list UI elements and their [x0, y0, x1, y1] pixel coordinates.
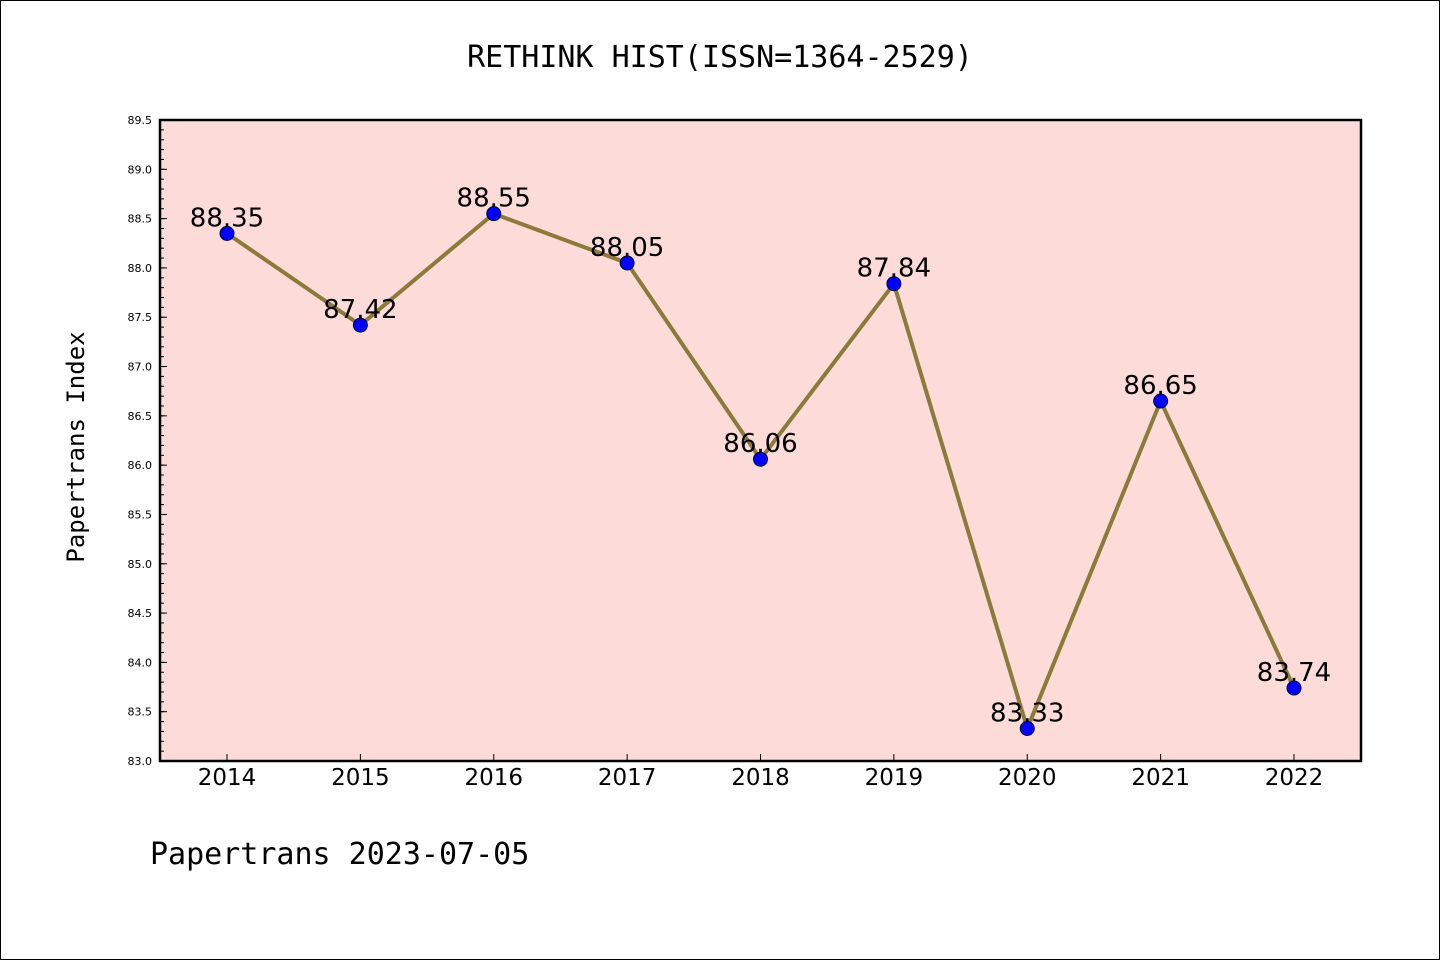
y-tick-label: 84.5 [128, 607, 153, 620]
x-tick-label: 2021 [1131, 765, 1190, 791]
data-label: 83.33 [990, 698, 1064, 728]
x-tick-label: 2020 [998, 765, 1057, 791]
x-tick-label: 2017 [598, 765, 657, 791]
x-axis: 2014 2015 2016 2017 2018 2019 2020 2021 2022 [198, 754, 1324, 791]
data-labels: 88.35 87.42 88.55 88.05 86.06 87.84 83.33 86.65… [190, 184, 1331, 729]
x-tick-label: 2018 [731, 765, 790, 791]
y-tick-label: 87.0 [128, 361, 153, 374]
footer-text: Papertrans 2023-07-05 [150, 837, 529, 872]
data-label: 88.35 [190, 203, 264, 233]
x-tick-label: 2014 [198, 765, 257, 791]
data-point [619, 255, 635, 271]
y-tick-label: 84.0 [128, 656, 153, 669]
y-tick-label: 85.5 [128, 508, 153, 521]
data-label: 88.55 [457, 184, 531, 214]
data-point [352, 317, 368, 333]
y-tick-label: 87.5 [128, 311, 153, 324]
y-tick-label: 86.0 [128, 459, 153, 472]
data-label: 87.84 [857, 254, 931, 284]
data-point [1153, 393, 1169, 409]
data-label: 88.05 [590, 233, 664, 263]
data-label: 83.74 [1257, 658, 1331, 688]
data-point [886, 276, 902, 292]
data-label: 87.42 [323, 295, 397, 325]
data-point [219, 225, 235, 241]
plot-area [160, 120, 1361, 761]
data-point [1019, 720, 1035, 736]
series-layer [219, 206, 1302, 736]
y-tick-label: 85.0 [128, 558, 153, 571]
plot-border [158, 118, 1363, 763]
data-point [753, 451, 768, 467]
y-axis-label: Papertrans Index [62, 331, 90, 562]
y-tick-label: 83.5 [128, 706, 153, 719]
y-tick-label: 89.0 [128, 163, 153, 176]
chart-title: RETHINK HIST(ISSN=1364-2529) [467, 40, 973, 75]
x-tick-label: 2022 [1265, 765, 1324, 791]
y-axis: 83.0 83.5 84.0 84.5 85.0 85.5 86.0 86.5 87.0 87.5… [128, 114, 167, 768]
data-label: 86.65 [1123, 371, 1197, 401]
y-tick-label: 88.5 [128, 213, 153, 226]
data-point [486, 206, 502, 222]
y-tick-label: 86.5 [128, 410, 153, 423]
y-tick-label: 88.0 [128, 262, 153, 275]
data-label: 86.06 [723, 429, 797, 459]
data-point [1286, 680, 1302, 696]
x-tick-label: 2015 [331, 765, 390, 791]
x-tick-label: 2016 [464, 765, 523, 791]
x-tick-label: 2019 [865, 765, 924, 791]
y-tick-label: 83.0 [128, 755, 153, 768]
y-tick-label: 89.5 [128, 114, 153, 127]
